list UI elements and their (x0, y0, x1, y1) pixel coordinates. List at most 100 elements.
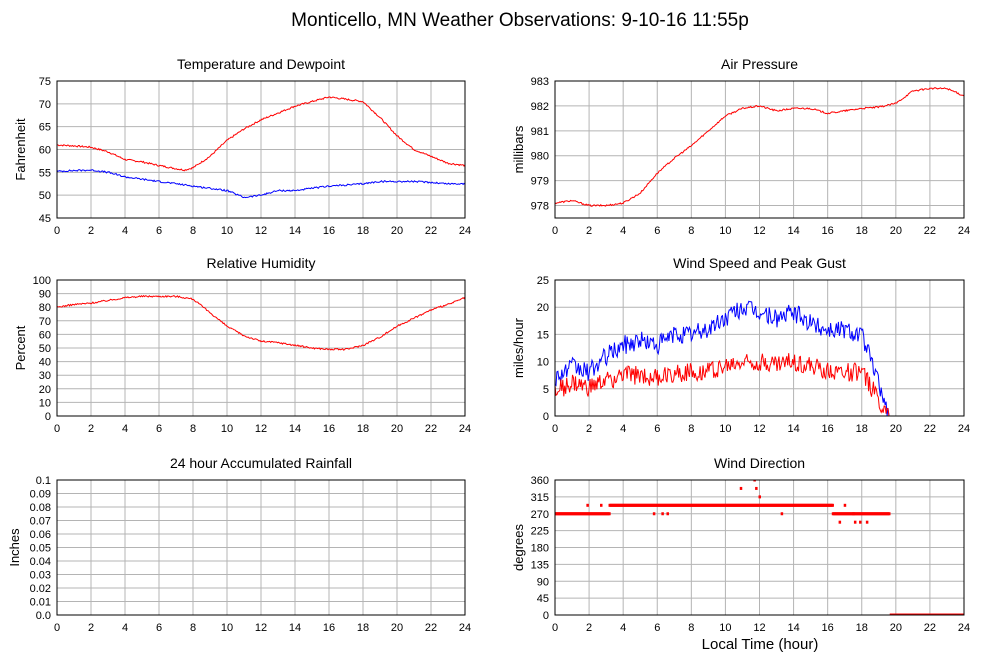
x-tick-label: 2 (586, 423, 592, 435)
x-tick-label: 0 (54, 225, 60, 237)
x-tick-label: 4 (122, 622, 128, 634)
plot-area-pressure (555, 87, 964, 207)
y-tick-label: 0.0 (36, 610, 51, 622)
plot-area-wind (555, 300, 964, 416)
x-tick-label: 20 (391, 622, 403, 634)
x-tick-label: 24 (459, 225, 471, 237)
y-tick-label: 55 (39, 167, 51, 179)
x-tick-label: 2 (88, 622, 94, 634)
y-axis-label-wind: miles/hour (511, 317, 526, 378)
x-tick-label: 6 (156, 423, 162, 435)
y-tick-label: 45 (39, 213, 51, 225)
y-tick-label: 60 (39, 145, 51, 157)
x-axis-label-local-time: Local Time (hour) (702, 636, 819, 653)
plot-area-temp (57, 96, 465, 199)
y-tick-label: 0.1 (36, 475, 51, 487)
x-tick-label: 14 (289, 622, 301, 634)
x-tick-label: 20 (391, 225, 403, 237)
y-tick-label: 225 (531, 526, 549, 538)
y-tick-label: 180 (531, 543, 549, 555)
x-tick-label: 12 (753, 423, 765, 435)
x-tick-label: 18 (357, 622, 369, 634)
x-tick-label: 10 (719, 622, 731, 634)
direction-point (853, 520, 857, 524)
x-tick-label: 0 (552, 423, 558, 435)
direction-point (838, 520, 842, 524)
y-axis-label-temp: Fahrenheit (13, 118, 28, 181)
series-line-humidity-0 (57, 294, 465, 351)
x-tick-label: 2 (586, 225, 592, 237)
chart-title-wind: Wind Speed and Peak Gust (673, 255, 846, 271)
plot-area-direction (555, 480, 964, 615)
y-tick-label: 0.05 (30, 543, 51, 555)
y-tick-label: 90 (39, 289, 51, 301)
direction-point (843, 503, 847, 507)
x-tick-label: 22 (924, 423, 936, 435)
y-tick-label: 75 (39, 76, 51, 88)
chart-title-pressure: Air Pressure (721, 56, 798, 72)
y-tick-label: 5 (543, 384, 549, 396)
direction-point (652, 512, 656, 516)
x-tick-label: 4 (620, 622, 626, 634)
x-tick-label: 10 (221, 423, 233, 435)
x-tick-label: 0 (54, 622, 60, 634)
x-tick-label: 12 (753, 622, 765, 634)
x-tick-label: 4 (620, 225, 626, 237)
x-tick-label: 4 (122, 225, 128, 237)
y-tick-label: 60 (39, 329, 51, 341)
x-tick-label: 24 (958, 225, 970, 237)
x-tick-label: 22 (425, 423, 437, 435)
x-tick-label: 16 (822, 225, 834, 237)
x-tick-label: 12 (255, 423, 267, 435)
x-tick-label: 8 (688, 423, 694, 435)
y-tick-label: 360 (531, 475, 549, 487)
x-tick-label: 0 (54, 423, 60, 435)
y-tick-label: 40 (39, 357, 51, 369)
y-tick-label: 0 (45, 411, 51, 423)
x-tick-label: 20 (890, 423, 902, 435)
direction-point (666, 512, 669, 516)
x-tick-label: 12 (753, 225, 765, 237)
plot-frame-pressure (554, 80, 965, 219)
x-tick-label: 0 (552, 622, 558, 634)
x-tick-label: 22 (924, 225, 936, 237)
chart-title-direction: Wind Direction (714, 455, 805, 471)
x-tick-label: 6 (654, 622, 660, 634)
x-tick-label: 8 (190, 423, 196, 435)
x-tick-label: 20 (890, 622, 902, 634)
series-line-wind-1 (555, 353, 964, 416)
x-tick-label: 12 (255, 622, 267, 634)
direction-point (739, 486, 743, 490)
y-tick-label: 981 (531, 126, 549, 138)
y-tick-label: 45 (537, 593, 549, 605)
chart-title-temp: Temperature and Dewpoint (177, 56, 345, 72)
chart-title-humidity: Relative Humidity (207, 255, 316, 271)
y-tick-label: 100 (33, 275, 51, 287)
y-tick-label: 90 (537, 576, 549, 588)
x-tick-label: 16 (323, 225, 335, 237)
y-tick-label: 979 (531, 176, 549, 188)
x-tick-label: 16 (323, 622, 335, 634)
x-tick-label: 20 (890, 225, 902, 237)
x-tick-label: 6 (156, 225, 162, 237)
y-tick-label: 20 (39, 384, 51, 396)
x-tick-label: 24 (459, 423, 471, 435)
y-tick-label: 80 (39, 302, 51, 314)
x-tick-label: 22 (425, 225, 437, 237)
plot-frame-direction (554, 479, 965, 616)
x-tick-label: 2 (88, 423, 94, 435)
x-tick-label: 6 (654, 225, 660, 237)
x-tick-label: 10 (221, 622, 233, 634)
y-axis-label-humidity: Percent (13, 325, 28, 370)
y-tick-label: 0.03 (30, 570, 51, 582)
y-axis-label-rain: Inches (7, 528, 22, 567)
x-tick-label: 8 (688, 622, 694, 634)
y-tick-label: 0 (543, 610, 549, 622)
direction-point (888, 512, 891, 516)
x-tick-label: 24 (958, 622, 970, 634)
direction-point (600, 503, 603, 507)
